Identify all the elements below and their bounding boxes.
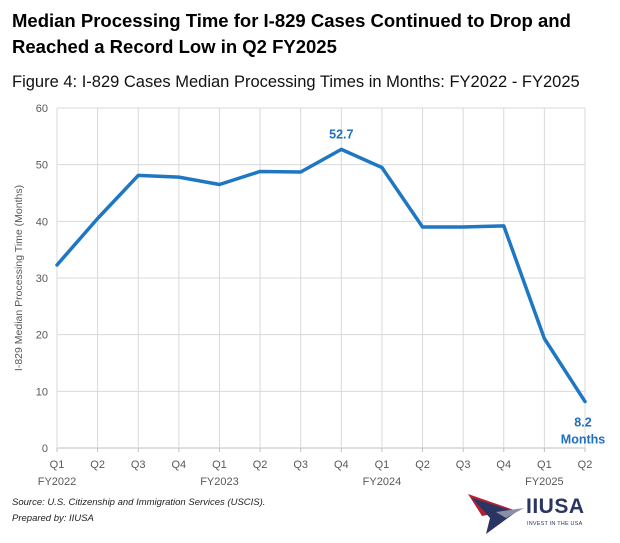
data-point	[380, 166, 384, 169]
x-year-label: FY2024	[363, 476, 402, 488]
series-line	[55, 147, 587, 404]
data-label-unit: Months	[561, 433, 605, 447]
prepared-by-note: Prepared by: IIUSA	[12, 513, 94, 524]
star-swoosh-icon	[468, 494, 524, 534]
data-point	[461, 225, 465, 229]
x-tick-label: Q3	[131, 459, 146, 471]
logo-tagline: INVEST IN THE USA	[527, 521, 583, 527]
data-point	[96, 217, 100, 220]
x-year-label: FY2025	[525, 476, 564, 488]
x-tick-label: Q4	[172, 459, 187, 471]
data-point	[339, 147, 343, 151]
data-point	[217, 183, 221, 186]
x-tick-label: Q1	[212, 459, 227, 471]
data-point	[258, 169, 262, 173]
data-point	[177, 175, 181, 179]
y-tick-label: 10	[36, 386, 48, 398]
x-tick-label: Q2	[90, 459, 105, 471]
y-tick-label: 50	[36, 160, 48, 172]
logo-name: IIUSA	[526, 495, 585, 518]
x-tick-label: Q3	[456, 459, 471, 471]
data-label: 8.2	[574, 416, 591, 430]
x-tick-label: Q2	[415, 459, 430, 471]
data-point	[502, 224, 506, 228]
x-tick-label: Q1	[50, 459, 65, 471]
data-point	[299, 170, 303, 174]
x-tick-label: Q4	[334, 459, 349, 471]
x-year-label: FY2023	[200, 476, 239, 488]
y-tick-label: 60	[36, 103, 48, 115]
x-tick-label: Q2	[253, 459, 268, 471]
x-year-label: FY2022	[38, 476, 77, 488]
data-label: 52.7	[329, 127, 353, 141]
x-tick-label: Q4	[496, 459, 511, 471]
figure-title: Figure 4: I-829 Cases Median Processing …	[12, 73, 580, 91]
data-point	[136, 173, 140, 177]
iiusa-logo: IIUSA INVEST IN THE USA	[466, 488, 616, 538]
data-point	[542, 337, 546, 341]
y-axis-title: I-829 Median Processing Time (Months)	[13, 185, 25, 371]
y-tick-label: 20	[36, 330, 48, 342]
footer: Source: U.S. Citizenship and Immigration…	[12, 495, 265, 527]
y-tick-label: 40	[36, 216, 48, 228]
source-note: Source: U.S. Citizenship and Immigration…	[12, 497, 266, 508]
headline: Median Processing Time for I-829 Cases C…	[12, 10, 571, 57]
y-tick-label: 0	[42, 443, 48, 455]
data-point	[55, 263, 59, 267]
data-point	[583, 400, 587, 404]
x-tick-label: Q1	[537, 459, 552, 471]
x-tick-label: Q1	[375, 459, 390, 471]
data-point	[421, 225, 425, 229]
y-tick-label: 30	[36, 273, 48, 285]
x-tick-label: Q2	[578, 459, 593, 471]
x-tick-label: Q3	[293, 459, 308, 471]
